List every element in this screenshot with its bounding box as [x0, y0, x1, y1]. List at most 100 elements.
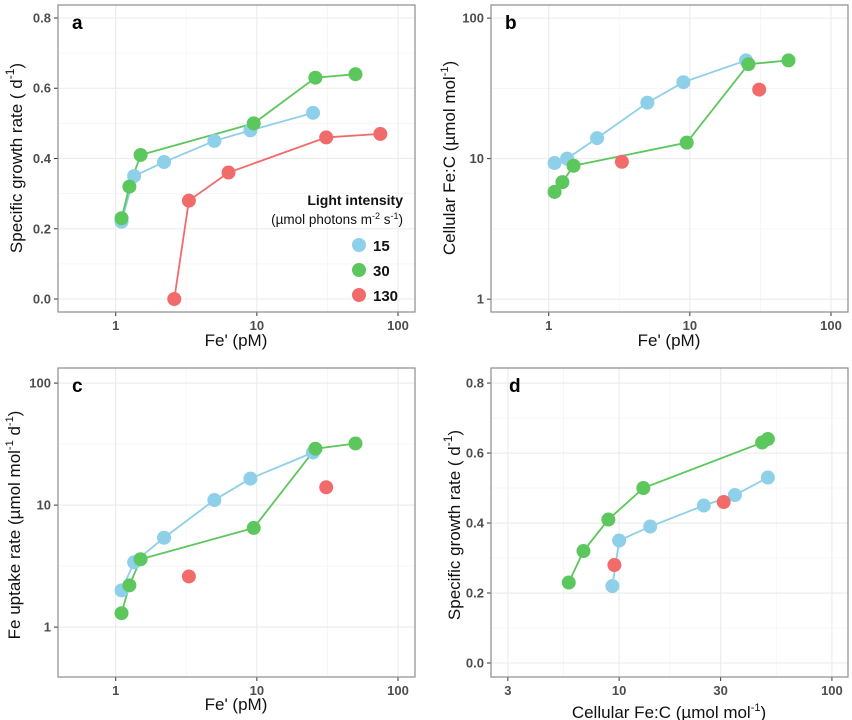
- data-point-15: [207, 493, 222, 508]
- xlabel-sup: -1: [751, 702, 761, 714]
- y-tick-label: 0.4: [33, 151, 52, 166]
- data-point-15: [612, 533, 627, 548]
- data-point-130: [607, 558, 622, 573]
- data-point-15: [157, 155, 172, 170]
- data-point-30: [114, 211, 129, 226]
- ylabel-main: Specific growth rate ( d: [445, 446, 464, 620]
- data-point-30: [348, 67, 363, 82]
- data-point-15: [696, 498, 711, 513]
- y-tick-label: 10: [37, 498, 51, 513]
- data-point-130: [181, 569, 196, 584]
- ylabel-sup: -1: [4, 440, 16, 450]
- panel-c: 1 10 100 1 10 100: [29, 367, 416, 698]
- data-point-30: [601, 512, 616, 527]
- ylabel-sup: -1: [3, 68, 17, 79]
- y-tick-label: 0.4: [466, 516, 485, 531]
- x-tick-label: 10: [683, 318, 697, 333]
- data-point-30: [114, 606, 129, 621]
- ylabel-end: d: [5, 426, 24, 440]
- data-point-30: [246, 520, 261, 535]
- x-tick-label: 10: [250, 318, 264, 333]
- y-tick-label: 0.8: [466, 376, 484, 391]
- ylabel-sup: -1: [441, 435, 455, 446]
- y-tick-label: 0.2: [466, 586, 484, 601]
- ylabel-end: ): [445, 430, 464, 436]
- ylabel-main: Fe uptake rate (µmol mol: [5, 450, 24, 639]
- data-point-30: [348, 436, 363, 451]
- x-tick-label: 100: [820, 318, 842, 333]
- data-point-30: [636, 481, 651, 496]
- data-point-30: [133, 147, 148, 162]
- data-point-30: [547, 184, 562, 199]
- legend-label-15: 15: [373, 238, 390, 255]
- x-tick-label: 10: [250, 683, 264, 698]
- ylabel-end2: ): [5, 411, 24, 417]
- panel-a-xlabel: Fe' (pM): [205, 331, 268, 350]
- x-tick-label: 10: [612, 683, 626, 698]
- y-tick-label: 10: [470, 151, 484, 166]
- x-tick-label: 3: [504, 683, 511, 698]
- panel-d-ylabel: Specific growth rate ( d-1): [441, 430, 464, 620]
- data-point-30: [122, 578, 137, 593]
- ylabel-end: ): [440, 61, 459, 67]
- data-point-130: [319, 480, 334, 495]
- panel-d: 3 10 30 100 0.0 0.2 0.4 0.6 0.8: [466, 367, 849, 698]
- panel-c-xlabel: Fe' (pM): [205, 695, 268, 714]
- panel-b: 1 10 100 1 10 100: [462, 4, 849, 333]
- data-point-15: [727, 488, 742, 503]
- data-point-15: [547, 156, 562, 171]
- legend-subtitle-main: (µmol photons m: [271, 212, 372, 227]
- x-tick-label: 1: [112, 318, 119, 333]
- y-tick-label: 1: [477, 292, 484, 307]
- legend-subtitle-sup1: -2: [372, 211, 380, 221]
- data-point-15: [243, 471, 258, 486]
- data-point-15: [760, 470, 775, 485]
- data-point-30: [576, 544, 591, 559]
- panel-b-xlabel: Fe' (pM): [638, 331, 701, 350]
- data-point-30: [760, 432, 775, 447]
- data-point-15: [590, 131, 605, 146]
- panel-d-label: d: [509, 376, 521, 397]
- legend-subtitle-sup2: -1: [390, 211, 398, 221]
- legend-key-30: [352, 263, 366, 277]
- data-point-15: [676, 75, 691, 90]
- y-tick-label: 100: [462, 11, 484, 26]
- ylabel-end: ): [7, 63, 26, 69]
- data-point-30: [781, 53, 796, 68]
- y-tick-label: 0.0: [466, 656, 484, 671]
- legend-subtitle-end: ): [399, 212, 404, 227]
- panel-a-label: a: [72, 13, 83, 34]
- legend-label-30: 30: [373, 263, 390, 280]
- data-point-130: [221, 165, 236, 180]
- data-point-15: [643, 519, 658, 534]
- legend-subtitle: (µmol photons m-2 s-1): [271, 211, 403, 227]
- plot-border: [57, 367, 416, 678]
- y-tick-label: 0.8: [33, 10, 51, 25]
- data-point-130: [752, 82, 767, 97]
- data-point-130: [181, 193, 196, 208]
- panel-a: 1 10 100 0.0 0.2 0.4 0.6 0.8: [33, 4, 416, 333]
- data-point-15: [306, 105, 321, 120]
- panel-a-ylabel: Specific growth rate ( d-1): [3, 63, 26, 253]
- legend-key-130: [352, 288, 366, 302]
- data-point-30: [122, 179, 137, 194]
- x-tick-label: 100: [821, 683, 843, 698]
- data-point-30: [308, 70, 323, 85]
- y-tick-label: 0.0: [33, 292, 51, 307]
- panel-d-xlabel: Cellular Fe:C (µmol mol-1): [572, 702, 766, 720]
- y-tick-label: 0.2: [33, 221, 51, 236]
- data-point-15: [207, 133, 222, 148]
- y-tick-label: 0.6: [33, 81, 51, 96]
- legend: Light intensity (µmol photons m-2 s-1) 1…: [271, 192, 403, 305]
- data-point-30: [741, 57, 756, 72]
- ylabel-sup: -1: [439, 67, 451, 77]
- data-point-15: [127, 169, 142, 184]
- legend-title: Light intensity: [307, 192, 403, 208]
- data-point-15: [605, 579, 620, 594]
- x-tick-label: 1: [112, 683, 119, 698]
- plot-border: [490, 4, 849, 313]
- x-tick-label: 30: [713, 683, 727, 698]
- data-point-15: [157, 530, 172, 545]
- x-tick-label: 100: [387, 683, 409, 698]
